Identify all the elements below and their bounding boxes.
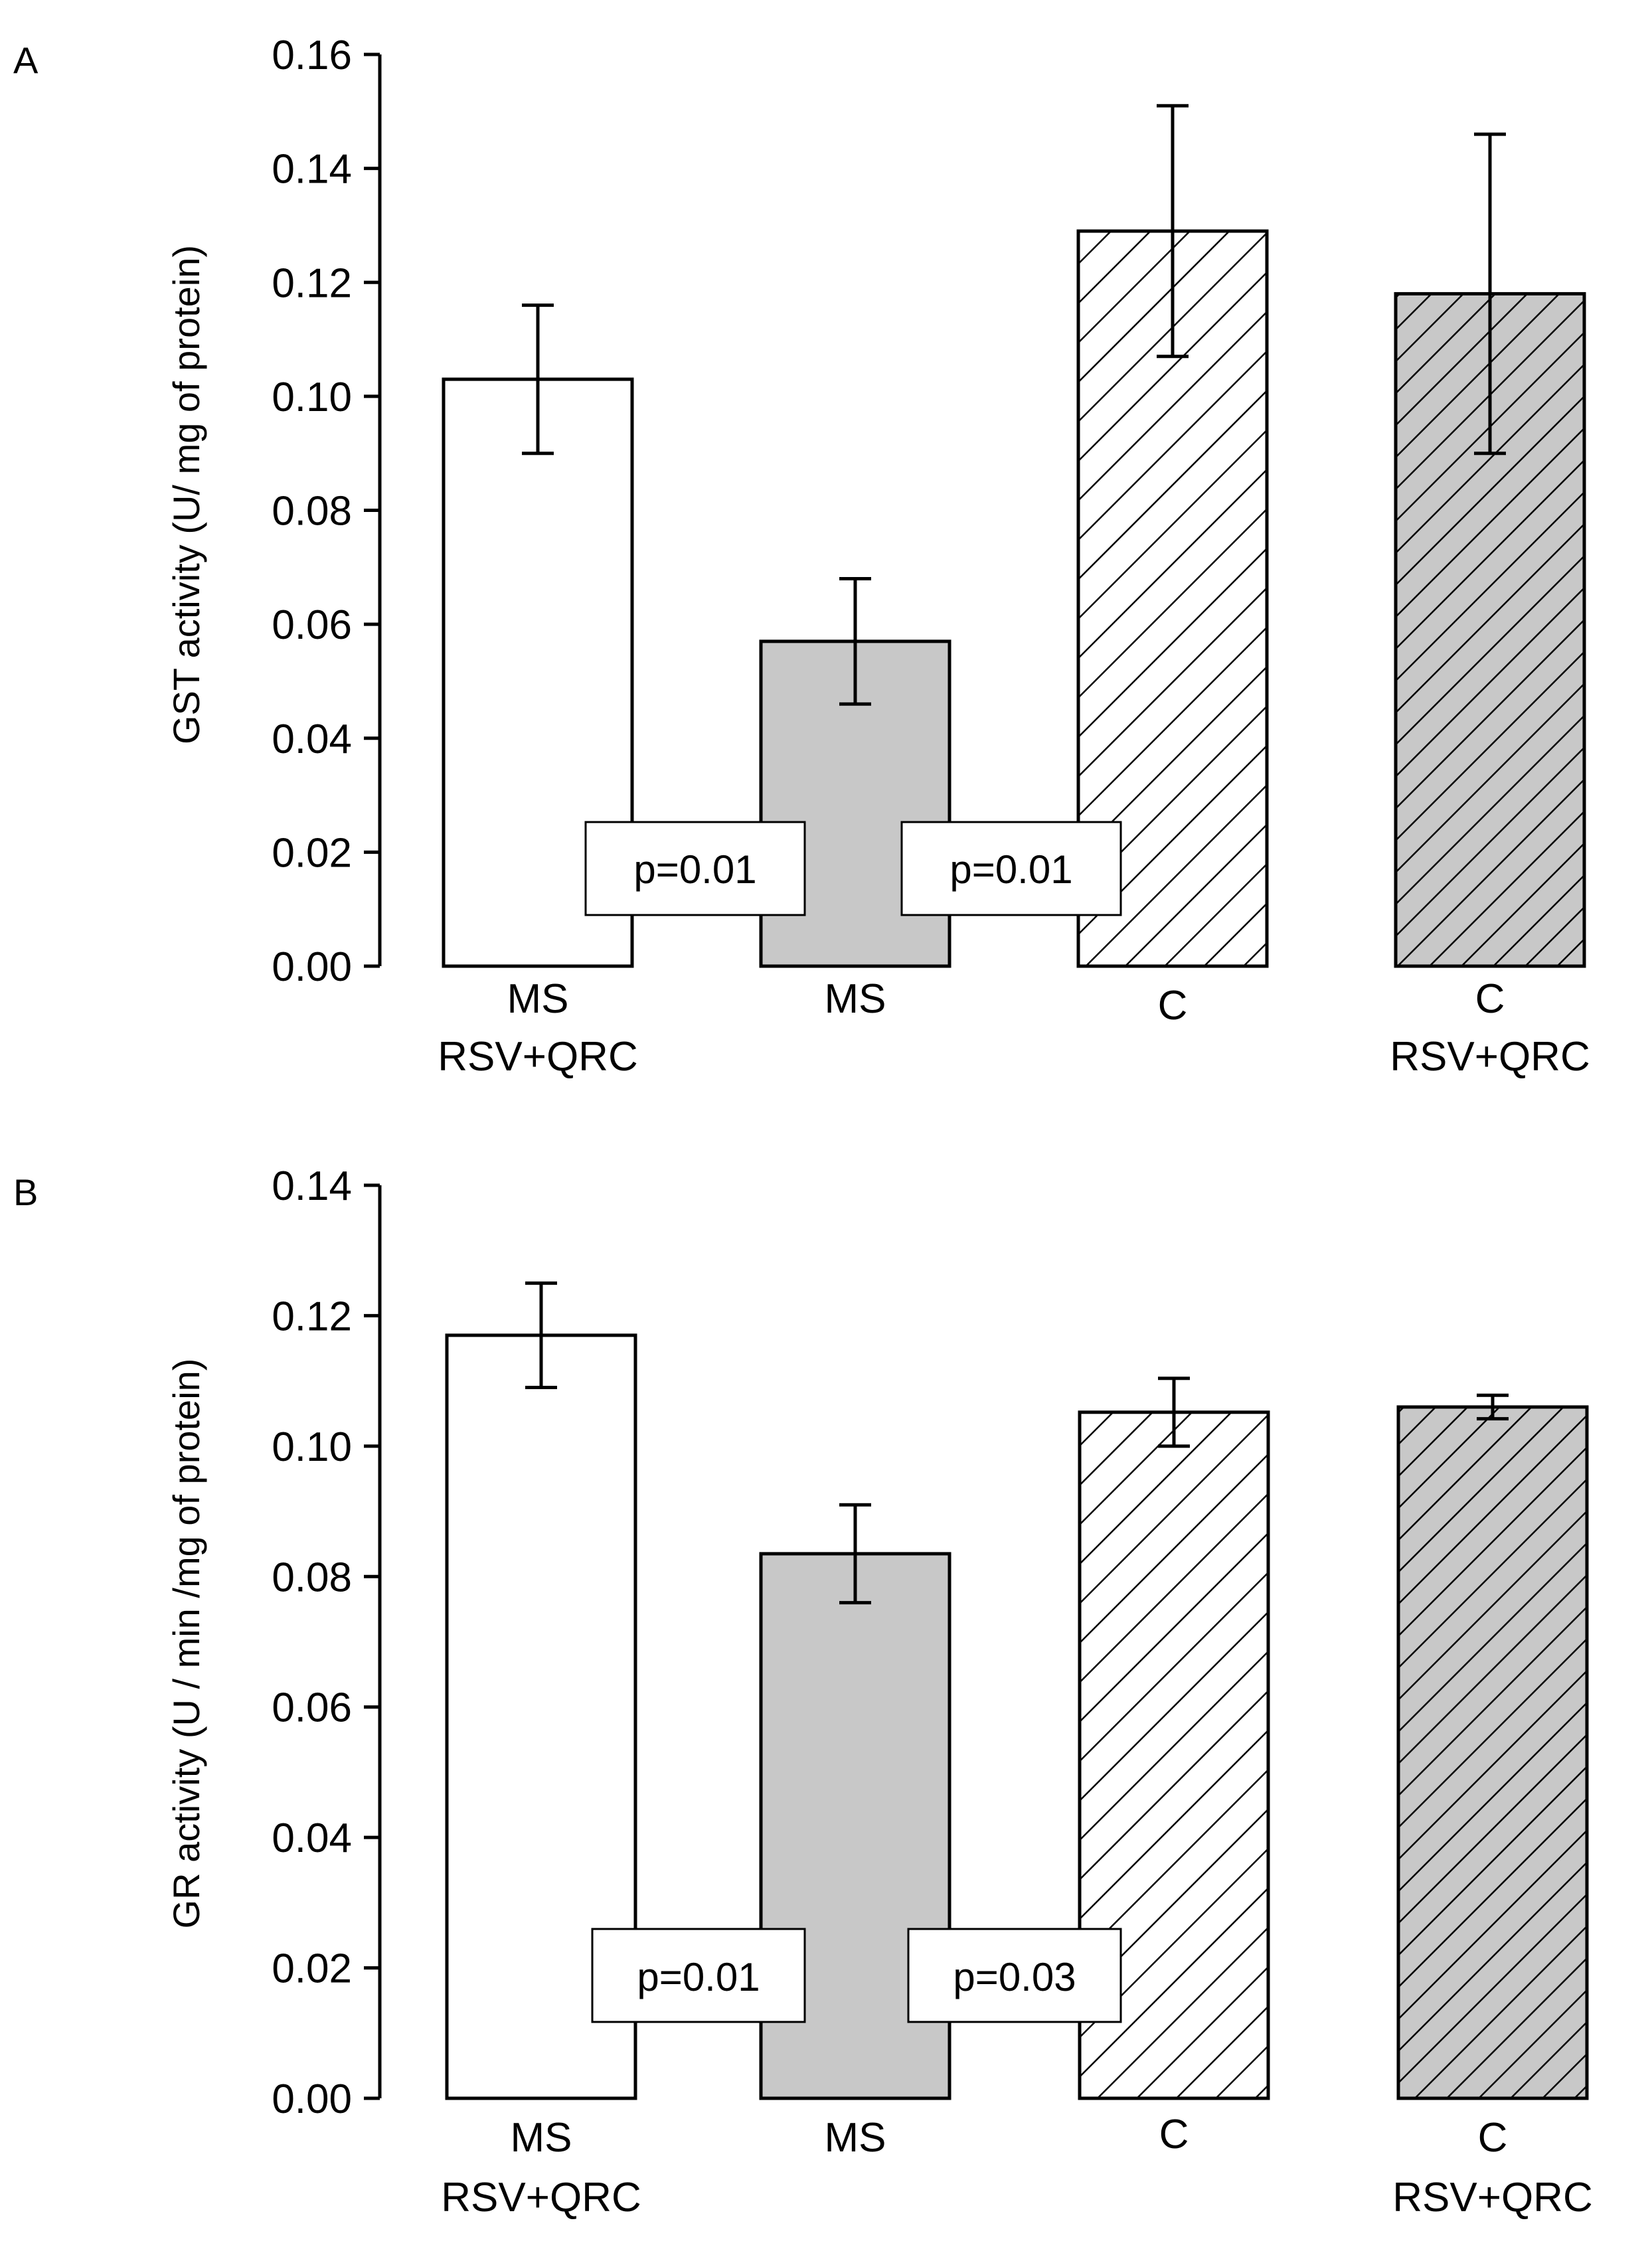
panel-a-y-tick-label-2: 0.04 (272, 716, 352, 762)
panel-a-error-bar-4 (1474, 132, 1506, 456)
panel-b-cat-2-line1: MS (825, 2115, 886, 2161)
panel-a-error-bar-1 (522, 303, 554, 456)
panel-a-error-bar-3 (1157, 104, 1189, 359)
panel-b-error-bar-3 (1158, 1377, 1190, 1448)
panel-b-letter: B (13, 1171, 38, 1213)
panel-a-y-tick-label-8: 0.16 (272, 33, 352, 78)
panel-a-cat-1-line1: MS (507, 976, 569, 1022)
panel-a-y-ticks: 0.00 0.02 0.04 0.06 0.08 0.10 0.12 0.14 0.16 (272, 33, 380, 990)
panel-b-y-tick-label-0: 0.00 (272, 2076, 352, 2122)
panel-b-category-labels: MS RSV+QRC MS C C RSV+QRC (441, 2112, 1592, 2220)
panel-b-pvalue-2: p=0.03 (953, 1955, 1076, 1999)
panel-a-cat-1-line2: RSV+QRC (438, 1034, 637, 1080)
panel-b-cat-3-line1: C (1159, 2112, 1189, 2157)
panel-b-y-tick-label-7: 0.14 (272, 1163, 352, 1209)
panel-a-y-tick-label-0: 0.00 (272, 944, 352, 990)
panel-a-cat-4-line1: C (1475, 976, 1505, 1022)
panel-a-y-tick-label-4: 0.08 (272, 489, 352, 535)
panel-a-y-tick-label-6: 0.12 (272, 260, 352, 306)
panel-b-y-tick-label-5: 0.10 (272, 1424, 352, 1470)
panel-a-y-tick-label-1: 0.02 (272, 830, 352, 876)
panel-b-pvalue-1: p=0.01 (637, 1955, 760, 1999)
panel-b-error-bars (525, 1281, 1509, 1605)
panel-a-y-tick-label-3: 0.06 (272, 602, 352, 648)
panel-a-annotation-2: p=0.01 (900, 821, 1122, 916)
panel-a: A GST activity (U/ mg of protein) 0.000.… (13, 33, 1590, 1080)
panel-b-error-bar-1 (525, 1281, 557, 1389)
panel-b-y-tick-label-3: 0.06 (272, 1685, 352, 1731)
panel-b-y-tick-label-4: 0.08 (272, 1554, 352, 1600)
panel-a-y-tick-label-5: 0.10 (272, 375, 352, 420)
panel-a-cat-2-line1: MS (825, 976, 886, 1022)
panel-a-bars (442, 229, 1586, 968)
panel-b: B GR activity (U / min /mg of protein) 0… (13, 1163, 1593, 2220)
panel-b-cat-4-line1: C (1478, 2115, 1508, 2161)
panel-a-category-labels: MS RSV+QRC MS C C RSV+QRC (438, 976, 1590, 1080)
panel-b-cat-4-line2: RSV+QRC (1392, 2175, 1592, 2220)
panel-b-cat-1-line2: RSV+QRC (441, 2175, 641, 2220)
panel-b-y-tick-label-2: 0.04 (272, 1815, 352, 1861)
panel-b-cat-1-line1: MS (511, 2115, 572, 2161)
panel-b-y-tick-label-1: 0.02 (272, 1946, 352, 1992)
panel-a-letter: A (13, 39, 39, 81)
panel-a-pvalue-1: p=0.01 (633, 847, 756, 892)
panel-b-y-tick-label-6: 0.12 (272, 1294, 352, 1339)
panel-b-error-bar-4 (1477, 1393, 1509, 1421)
panel-a-annotation-1: p=0.01 (584, 821, 806, 916)
panel-b-error-bar-2 (839, 1503, 871, 1605)
panel-a-cat-4-line2: RSV+QRC (1390, 1034, 1590, 1080)
panel-a-error-bar-2 (839, 576, 871, 706)
panel-a-y-tick-label-7: 0.14 (272, 147, 352, 193)
panel-a-error-bars (522, 104, 1506, 706)
panel-b-annotation-2: p=0.03 (907, 1928, 1122, 2023)
panel-a-pvalue-2: p=0.01 (950, 847, 1072, 892)
panel-a-cat-3-line1: C (1158, 983, 1188, 1029)
panel-a-y-axis-title: GST activity (U/ mg of protein) (165, 245, 207, 744)
panel-b-annotation-1: p=0.01 (591, 1928, 806, 2023)
panel-b-bar-4 (1396, 1405, 1589, 2100)
panel-b-y-ticks: 0.00 0.02 0.04 0.06 0.08 0.10 0.12 0.14 (272, 1163, 380, 2122)
panel-b-y-axis-title: GR activity (U / min /mg of protein) (165, 1359, 207, 1929)
